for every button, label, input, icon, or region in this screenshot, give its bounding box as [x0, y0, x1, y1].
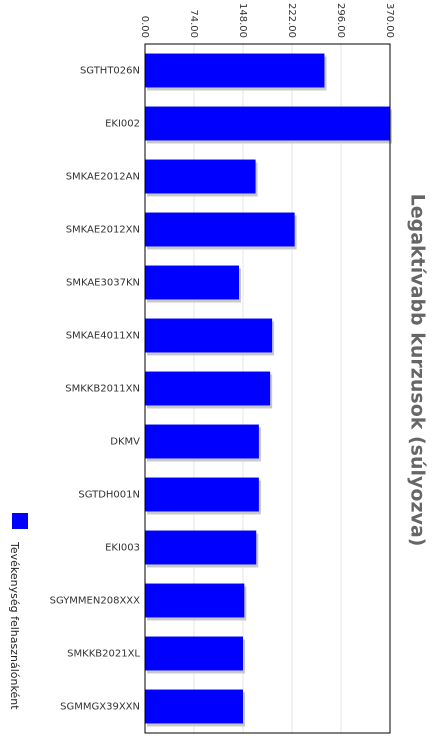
category-label: SMKAE3037KN — [66, 278, 140, 289]
category-label: DKMV — [110, 437, 140, 448]
bars — [145, 53, 392, 727]
bar — [145, 265, 240, 300]
category-label: SMKAE2012AN — [66, 172, 140, 183]
category-label: SGMMGX39XXN — [60, 702, 140, 713]
tick-label: 222.00 — [286, 3, 297, 38]
category-label: SMKAE2012XN — [66, 225, 140, 236]
bar — [145, 212, 295, 247]
category-axis-labels: SGTHT026N EKI002 SMKAE2012AN SMKAE2012XN SMK… — [50, 66, 141, 713]
bar — [145, 106, 390, 141]
bar — [145, 636, 243, 671]
plot-frame — [144, 43, 391, 734]
bar — [145, 371, 271, 406]
tick-label: 74.00 — [188, 9, 199, 38]
bar — [145, 424, 259, 459]
category-label: SMKKB2021XL — [67, 649, 140, 660]
chart-title: Legaktívabb kurzusok (súlyozva) — [407, 194, 429, 547]
bar — [145, 689, 243, 724]
tick-label: 296.00 — [335, 3, 346, 38]
category-label: SMKKB2011XN — [65, 384, 140, 395]
bar — [145, 53, 325, 88]
category-label: EKI003 — [105, 543, 140, 554]
bar — [145, 583, 245, 618]
bar — [145, 477, 259, 512]
category-label: SGYMMEN208XXX — [50, 596, 141, 607]
legend-label: Tevékenység felhasználónként — [8, 541, 21, 710]
bar — [145, 318, 273, 353]
value-axis-ticks: 0.00 74.00 148.00 222.00 296.00 370.00 — [139, 3, 395, 38]
tick-label: 370.00 — [384, 3, 395, 38]
category-label: SGTDH001N — [78, 490, 140, 501]
bar — [145, 159, 256, 194]
category-label: SMKAE4011XN — [66, 331, 140, 342]
tick-label: 0.00 — [139, 16, 150, 38]
legend-swatch — [12, 513, 28, 529]
category-label: EKI002 — [105, 119, 140, 130]
tick-label: 148.00 — [237, 3, 248, 38]
category-label: SGTHT026N — [80, 66, 140, 77]
bar — [145, 530, 257, 565]
